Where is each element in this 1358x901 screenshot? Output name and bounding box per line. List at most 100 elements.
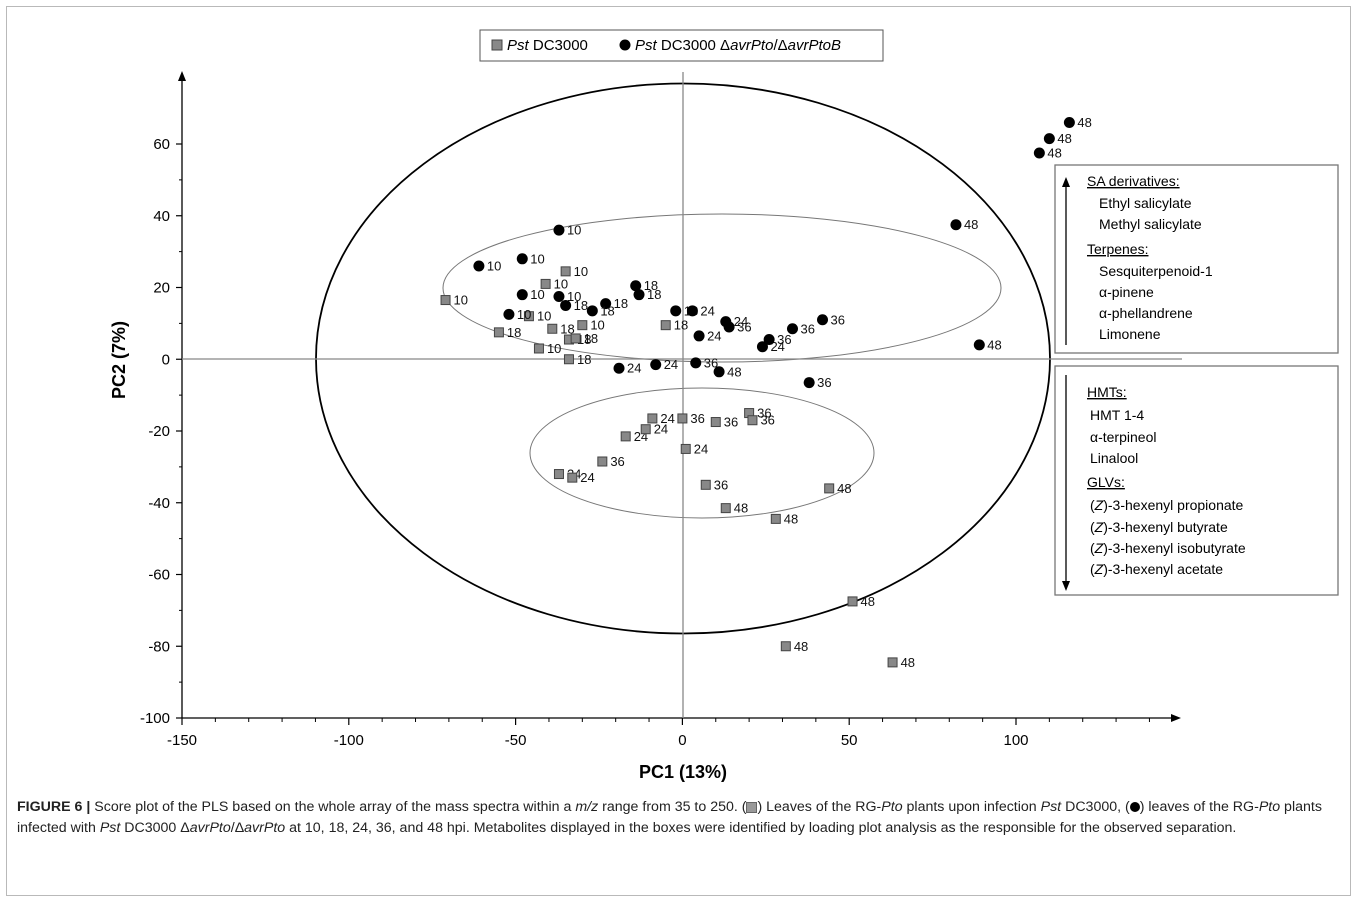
y-tick-label: -20 [148, 423, 170, 440]
point-label: 24 [707, 328, 721, 343]
point-pst-mutant [1063, 116, 1075, 128]
x-tick-label: -150 [167, 732, 197, 749]
point-label: 10 [487, 258, 501, 273]
point-pst-dc3000 [640, 424, 651, 435]
point-pst-mutant [1033, 147, 1045, 159]
point-label: 18 [507, 325, 521, 340]
y-tick-label: 20 [153, 280, 170, 297]
point-label: 48 [794, 639, 808, 654]
ticks: -150 -100 -50 0 50 100 -100 -80 -60 -40 -20 0 20 40 60 [140, 136, 1150, 749]
point-pst-mutant [786, 323, 798, 335]
legend: Pst DC3000 Pst DC3000 ΔavrPto/ΔavrPtoB [479, 29, 884, 62]
point-pst-mutant [586, 305, 598, 317]
cluster-ellipse-upper [442, 213, 1002, 363]
caption-circle-icon [1129, 802, 1140, 813]
point-pst-dc3000 [824, 483, 835, 494]
point-pst-mutant [473, 260, 485, 272]
up-item-sesquiterpenoid: Sesquiterpenoid-1 [1099, 263, 1213, 279]
point-label: 36 [737, 319, 751, 334]
point-pst-dc3000 [647, 413, 658, 424]
point-pst-dc3000 [570, 333, 581, 344]
down-heading-hmts: HMTs: [1087, 384, 1127, 400]
point-label: 36 [817, 375, 831, 390]
point-label: 10 [590, 318, 604, 333]
point-label: 10 [574, 264, 588, 279]
point-label: 24 [734, 314, 748, 329]
y-tick-label: 0 [162, 351, 170, 368]
point-pst-mutant [516, 289, 528, 301]
point-label: 10 [454, 293, 468, 308]
x-tick-label: 0 [678, 732, 686, 749]
point-label: 10 [537, 309, 551, 324]
point-pst-dc3000 [540, 278, 551, 289]
point-label: 48 [1047, 145, 1061, 160]
legend-square-marker [491, 39, 503, 51]
up-item-ethyl-salicylate: Ethyl salicylate [1099, 195, 1192, 211]
point-label: 36 [724, 415, 738, 430]
point-pst-dc3000 [720, 503, 731, 514]
point-pst-dc3000 [533, 343, 544, 354]
up-box [1054, 164, 1339, 354]
point-label: 10 [530, 251, 544, 266]
legend-box [479, 29, 884, 62]
figure-caption: FIGURE 6 | Score plot of the PLS based o… [17, 799, 1322, 836]
point-pst-mutant [553, 290, 565, 302]
down-item-glv-isobutyrate: (Z)-3-hexenyl isobutyrate [1090, 540, 1246, 556]
score-plot: Pst DC3000 Pst DC3000 ΔavrPto/ΔavrPtoB -… [109, 29, 1339, 782]
point-label: 36 [704, 355, 718, 370]
annotation-box-down: HMTs: HMT 1-4 α-terpineol Linalool GLVs:… [1054, 365, 1339, 596]
up-heading-terpenes: Terpenes: [1087, 241, 1148, 257]
point-label: 48 [964, 217, 978, 232]
point-label: 24 [580, 470, 594, 485]
point-pst-mutant [650, 359, 662, 371]
point-pst-dc3000 [770, 513, 781, 524]
point-label: 24 [654, 422, 668, 437]
point-label: 24 [660, 411, 674, 426]
point-label: 36 [760, 413, 774, 428]
point-pst-mutant [1043, 133, 1055, 145]
point-pst-mutant [817, 314, 829, 326]
point-pst-mutant [950, 219, 962, 231]
point-label: 10 [517, 307, 531, 322]
point-label: 48 [734, 501, 748, 516]
y-tick-label: -100 [140, 710, 170, 727]
point-label: 48 [1057, 131, 1071, 146]
down-heading-glvs: GLVs: [1087, 474, 1125, 490]
point-pst-mutant [670, 305, 682, 317]
point-label: 24 [694, 441, 708, 456]
up-item-alpha-phellandrene: α-phellandrene [1099, 305, 1193, 321]
point-label: 48 [727, 364, 741, 379]
point-label: 48 [784, 511, 798, 526]
legend-circle-marker [619, 39, 631, 51]
point-pst-dc3000 [847, 596, 858, 607]
point-pst-dc3000 [620, 431, 631, 442]
point-pst-mutant [630, 280, 642, 292]
cluster-ellipse-lower [529, 387, 875, 519]
annotation-box-up: SA derivatives: Ethyl salicylate Methyl … [1054, 164, 1339, 354]
point-pst-dc3000 [700, 479, 711, 490]
point-pst-mutant [553, 224, 565, 236]
point-pst-dc3000 [553, 469, 564, 480]
point-pst-mutant [723, 321, 735, 333]
point-pst-dc3000 [680, 443, 691, 454]
y-tick-label: 40 [153, 208, 170, 225]
point-label: 36 [610, 454, 624, 469]
point-label: 36 [757, 406, 771, 421]
point-pst-mutant [756, 341, 768, 353]
point-pst-mutant [503, 308, 515, 320]
point-pst-dc3000 [780, 641, 791, 652]
point-pst-dc3000 [563, 354, 574, 365]
point-pst-dc3000 [887, 657, 898, 668]
point-pst-mutant [973, 339, 985, 351]
point-label: 24 [770, 339, 784, 354]
point-label: 48 [861, 594, 875, 609]
point-label: 10 [567, 223, 581, 238]
point-pst-dc3000 [710, 417, 721, 428]
point-label: 10 [567, 289, 581, 304]
point-label: 10 [530, 287, 544, 302]
down-item-glv-butyrate: (Z)-3-hexenyl butyrate [1090, 519, 1228, 535]
figure-frame [6, 6, 1351, 896]
point-pst-mutant [686, 305, 698, 317]
point-label: 18 [614, 296, 628, 311]
caption-square-icon [746, 801, 758, 813]
